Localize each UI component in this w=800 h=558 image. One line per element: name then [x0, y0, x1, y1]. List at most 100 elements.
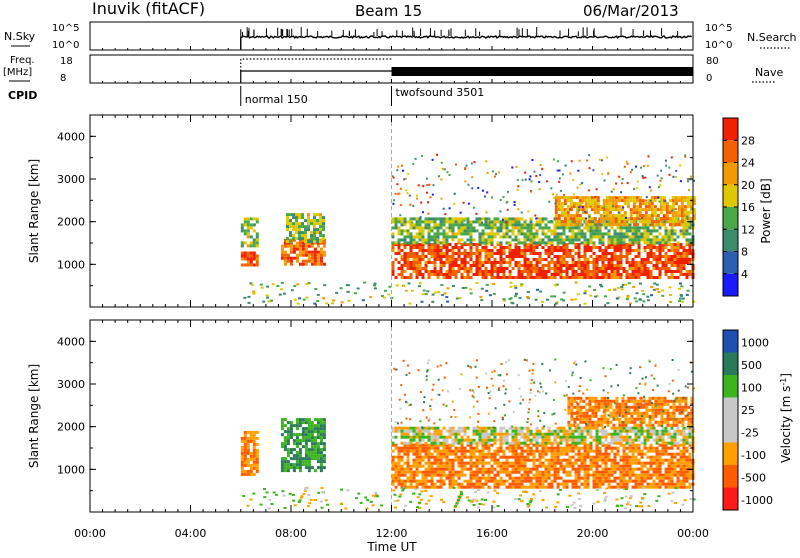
heatmap-cell: [514, 201, 516, 203]
heatmap-cell: [524, 172, 526, 174]
heatmap-cell: [657, 409, 660, 412]
heatmap-cell: [518, 273, 521, 276]
heatmap-cell: [640, 167, 642, 169]
heatmap-cell: [662, 427, 665, 430]
heatmap-cell: [671, 264, 674, 267]
heatmap-cell: [518, 255, 521, 258]
heatmap-cell: [560, 246, 563, 249]
heatmap-cell: [596, 436, 599, 439]
heatmap-cell: [253, 461, 256, 464]
heatmap-cell: [524, 267, 527, 270]
heatmap-cell: [302, 460, 305, 463]
heatmap-cell: [641, 483, 644, 486]
heatmap-cell: [527, 480, 530, 483]
heatmap-cell: [674, 465, 677, 468]
heatmap-cell: [642, 202, 645, 205]
heatmap-cell: [440, 456, 443, 459]
heatmap-cell: [659, 270, 662, 273]
heatmap-cell: [656, 284, 659, 286]
heatmap-cell: [322, 228, 325, 231]
heatmap-cell: [624, 415, 627, 418]
heatmap-cell: [305, 263, 308, 266]
heatmap-cell: [560, 453, 563, 456]
heatmap-cell: [290, 433, 293, 436]
heatmap-cell: [497, 241, 500, 244]
heatmap-cell: [584, 232, 587, 235]
heatmap-cell: [593, 226, 596, 229]
heatmap-cell: [677, 241, 680, 244]
heatmap-cell: [488, 450, 491, 453]
heatmap-cell: [620, 258, 623, 261]
heatmap-cell: [494, 486, 497, 489]
heatmap-cell: [515, 433, 518, 436]
heatmap-cell: [575, 442, 578, 445]
heatmap-cell: [597, 208, 600, 211]
heatmap-cell: [647, 430, 650, 433]
heatmap-cell: [241, 252, 244, 255]
heatmap-cell: [602, 255, 605, 258]
heatmap-cell: [244, 431, 247, 434]
heatmap-cell: [287, 454, 290, 457]
heatmap-cell: [290, 463, 293, 466]
heatmap-cell: [615, 397, 618, 400]
heatmap-cell: [524, 276, 527, 279]
heatmap-cell: [631, 169, 633, 171]
heatmap-cell: [636, 415, 639, 418]
heatmap-cell: [668, 249, 671, 252]
heatmap-cell: [241, 470, 244, 473]
heatmap-cell: [551, 267, 554, 270]
heatmap-cell: [578, 267, 581, 270]
heatmap-cell: [614, 480, 617, 483]
heatmap-cell: [434, 474, 437, 477]
heatmap-cell: [443, 246, 446, 249]
heatmap-cell: [530, 223, 533, 226]
heatmap-cell: [602, 241, 605, 244]
heatmap-cell: [241, 229, 244, 232]
heatmap-cell: [590, 238, 593, 241]
heatmap-cell: [524, 249, 527, 252]
heatmap-cell: [395, 444, 398, 447]
heatmap-cell: [633, 412, 636, 415]
heatmap-cell: [536, 289, 539, 291]
heatmap-cell: [606, 403, 609, 406]
heatmap-cell: [539, 238, 542, 241]
heatmap-cell: [293, 469, 296, 472]
heatmap-cell: [465, 287, 468, 289]
heatmap-cell: [506, 235, 509, 238]
heatmap-cell: [566, 276, 569, 279]
heatmap-cell: [452, 453, 455, 456]
heatmap-cell: [650, 486, 653, 489]
heatmap-cell: [443, 471, 446, 474]
heatmap-cell: [633, 211, 636, 214]
heatmap-cell: [437, 258, 440, 261]
heatmap-cell: [590, 468, 593, 471]
heatmap-cell: [476, 229, 479, 232]
heatmap-cell: [581, 433, 584, 436]
heatmap-cell: [455, 264, 458, 267]
heatmap-cell: [425, 267, 428, 270]
heatmap-cell: [570, 199, 573, 202]
heatmap-cell: [404, 468, 407, 471]
heatmap-cell: [671, 486, 674, 489]
heatmap-cell: [596, 456, 599, 459]
heatmap-cell: [663, 217, 666, 220]
heatmap-cell: [518, 226, 521, 229]
heatmap-cell: [476, 430, 479, 433]
heatmap-cell: [683, 255, 686, 258]
heatmap-cell: [407, 255, 410, 258]
heatmap-cell: [253, 455, 256, 458]
heatmap-cell: [301, 237, 304, 240]
heatmap-cell: [683, 462, 686, 465]
nsky-panel: [90, 22, 693, 50]
heatmap-cell: [437, 468, 440, 471]
heatmap-cell: [627, 406, 630, 409]
heatmap-cell: [422, 456, 425, 459]
heatmap-cell: [467, 217, 470, 220]
heatmap-cell: [665, 427, 668, 430]
heatmap-cell: [656, 436, 659, 439]
heatmap-cell: [614, 273, 617, 276]
heatmap-cell: [564, 196, 567, 199]
heatmap-cell: [295, 222, 298, 225]
heatmap-cell: [473, 450, 476, 453]
heatmap-cell: [570, 424, 573, 427]
